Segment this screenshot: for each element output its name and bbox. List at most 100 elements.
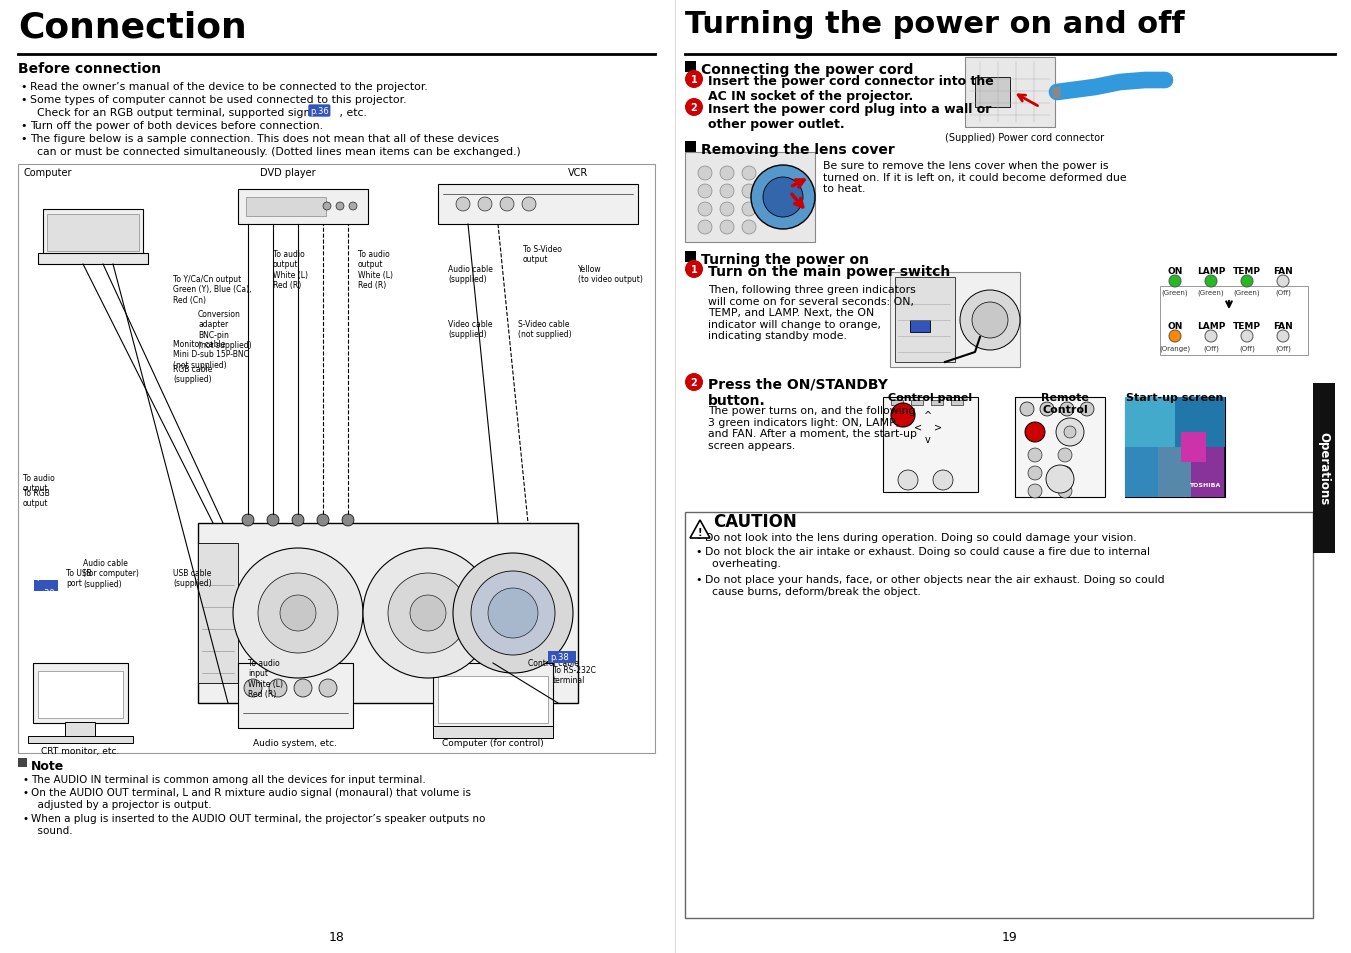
Circle shape xyxy=(934,471,952,491)
Circle shape xyxy=(892,403,915,428)
Circle shape xyxy=(720,185,734,199)
Text: (Green): (Green) xyxy=(1233,290,1260,296)
Circle shape xyxy=(258,574,338,654)
Bar xyxy=(438,677,549,723)
Bar xyxy=(894,277,955,363)
Text: Turn on the main power switch: Turn on the main power switch xyxy=(708,265,950,278)
Circle shape xyxy=(295,679,312,698)
Bar xyxy=(18,165,655,753)
Bar xyxy=(931,400,943,406)
Text: DVD player: DVD player xyxy=(261,168,316,178)
Text: To audio
output
White (L)
Red (R): To audio output White (L) Red (R) xyxy=(273,250,308,290)
Text: To RS-232C
terminal: To RS-232C terminal xyxy=(553,665,596,684)
Bar xyxy=(199,523,578,703)
Text: Removing the lens cover: Removing the lens cover xyxy=(701,143,894,157)
Text: Some types of computer cannot be used connected to this projector.: Some types of computer cannot be used co… xyxy=(30,95,407,105)
Text: Read the owner’s manual of the device to be connected to the projector.: Read the owner’s manual of the device to… xyxy=(30,82,428,91)
Text: To Y/Ca/Cn output
Green (Y), Blue (Ca),
Red (Cn): To Y/Ca/Cn output Green (Y), Blue (Ca), … xyxy=(173,274,251,304)
Circle shape xyxy=(232,548,363,679)
Circle shape xyxy=(1046,465,1074,494)
Circle shape xyxy=(1040,402,1054,416)
Circle shape xyxy=(292,515,304,526)
Text: (Off): (Off) xyxy=(1275,290,1292,296)
Text: Before connection: Before connection xyxy=(18,62,161,76)
Circle shape xyxy=(1020,402,1034,416)
Circle shape xyxy=(698,221,712,234)
Circle shape xyxy=(349,203,357,211)
Circle shape xyxy=(751,166,815,230)
Circle shape xyxy=(363,548,493,679)
Text: v: v xyxy=(925,435,931,444)
Text: •: • xyxy=(20,121,27,131)
Text: ON: ON xyxy=(1167,322,1182,331)
Circle shape xyxy=(1025,422,1046,442)
Bar xyxy=(965,58,1055,128)
Bar xyxy=(1313,384,1335,554)
Circle shape xyxy=(1205,331,1217,343)
Text: (Off): (Off) xyxy=(1202,345,1219,351)
Circle shape xyxy=(342,515,354,526)
Text: (Orange): (Orange) xyxy=(1159,345,1190,351)
Circle shape xyxy=(319,679,336,698)
Text: CRT monitor, etc.: CRT monitor, etc. xyxy=(41,746,119,755)
Circle shape xyxy=(1028,449,1042,462)
Text: Audio system, etc.: Audio system, etc. xyxy=(253,739,336,747)
Text: •: • xyxy=(20,133,27,144)
Circle shape xyxy=(971,303,1008,338)
Circle shape xyxy=(323,203,331,211)
Text: Conversion
adapter
BNC-pin
(not supplied): Conversion adapter BNC-pin (not supplied… xyxy=(199,310,251,350)
Text: 1: 1 xyxy=(690,265,697,274)
Bar xyxy=(43,210,143,254)
Circle shape xyxy=(478,198,492,212)
Circle shape xyxy=(1058,449,1071,462)
Circle shape xyxy=(488,588,538,639)
Bar xyxy=(685,152,815,243)
Circle shape xyxy=(698,203,712,216)
Text: •: • xyxy=(22,774,28,784)
Bar xyxy=(38,253,149,265)
Circle shape xyxy=(471,572,555,656)
Text: •: • xyxy=(22,787,28,797)
Bar xyxy=(238,190,367,225)
Bar xyxy=(549,651,576,663)
Bar xyxy=(434,726,553,739)
Text: The power turns on, and the following
3 green indicators light: ON, LAMP,
and FA: The power turns on, and the following 3 … xyxy=(708,406,917,451)
Text: The AUDIO IN terminal is common among all the devices for input terminal.: The AUDIO IN terminal is common among al… xyxy=(31,774,426,784)
Bar xyxy=(1125,397,1225,497)
Circle shape xyxy=(1058,484,1071,498)
Bar xyxy=(438,185,638,225)
Text: Insert the power cord plug into a wall or
other power outlet.: Insert the power cord plug into a wall o… xyxy=(708,103,992,131)
Circle shape xyxy=(1169,275,1181,288)
Bar xyxy=(1125,397,1175,448)
Circle shape xyxy=(1169,331,1181,343)
Bar xyxy=(199,543,238,683)
Bar xyxy=(685,252,696,263)
Text: Turning the power on and off: Turning the power on and off xyxy=(685,10,1185,39)
Text: On the AUDIO OUT terminal, L and R mixture audio signal (monaural) that volume i: On the AUDIO OUT terminal, L and R mixtu… xyxy=(31,787,471,809)
Text: (Off): (Off) xyxy=(1275,345,1292,351)
Text: LAMP: LAMP xyxy=(1197,267,1225,275)
Text: Do not look into the lens during operation. Doing so could damage your vision.: Do not look into the lens during operati… xyxy=(705,533,1136,542)
Polygon shape xyxy=(690,520,711,538)
Text: To audio
output: To audio output xyxy=(23,474,55,493)
Text: TEMP: TEMP xyxy=(1233,267,1260,275)
Text: >: > xyxy=(934,422,942,433)
Text: Insert the power cord connector into the
AC IN socket of the projector.: Insert the power cord connector into the… xyxy=(708,75,994,103)
Bar xyxy=(685,62,696,73)
Text: Audio cable
(supplied): Audio cable (supplied) xyxy=(449,265,493,284)
Circle shape xyxy=(742,221,757,234)
Circle shape xyxy=(1061,402,1074,416)
Circle shape xyxy=(1242,331,1252,343)
Text: Remote
Control: Remote Control xyxy=(1042,393,1089,415)
Text: Computer: Computer xyxy=(23,168,72,178)
Text: Start-up screen: Start-up screen xyxy=(1127,393,1224,402)
Text: 2: 2 xyxy=(690,103,697,112)
Circle shape xyxy=(1277,275,1289,288)
Text: TOSHIBA: TOSHIBA xyxy=(1189,482,1220,488)
Text: p.30: p.30 xyxy=(36,572,54,580)
Text: , etc.: , etc. xyxy=(336,108,367,118)
Text: 18: 18 xyxy=(330,930,345,943)
Circle shape xyxy=(720,167,734,181)
Text: (Green): (Green) xyxy=(1198,290,1224,296)
Circle shape xyxy=(898,471,917,491)
